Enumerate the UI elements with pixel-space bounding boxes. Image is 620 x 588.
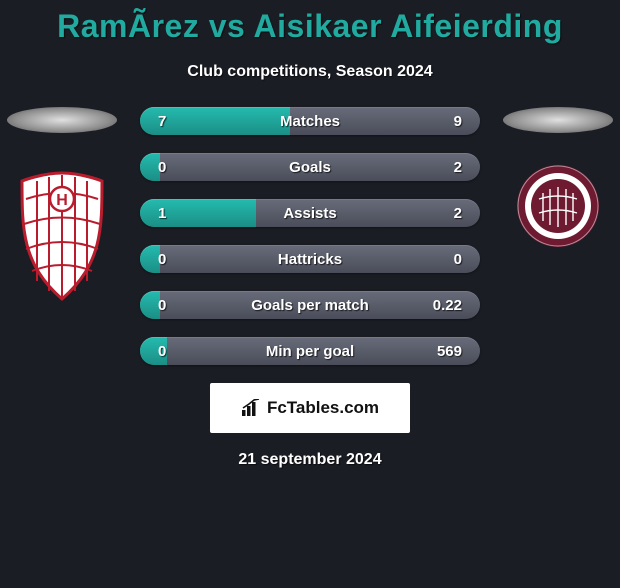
stats-column: 7 Matches 9 0 Goals 2 1 Assists 2 0 Hatt… <box>130 107 490 365</box>
stat-label: Assists <box>140 205 480 222</box>
svg-text:H: H <box>56 192 68 209</box>
stat-label: Goals per match <box>140 297 480 314</box>
stat-right-value: 2 <box>454 205 462 222</box>
stat-row-mpg: 0 Min per goal 569 <box>140 337 480 365</box>
right-team-column <box>500 107 616 254</box>
player-placeholder-right <box>503 107 613 133</box>
left-team-column: H <box>4 107 120 309</box>
stat-row-assists: 1 Assists 2 <box>140 199 480 227</box>
stat-row-hattricks: 0 Hattricks 0 <box>140 245 480 273</box>
footer-date: 21 september 2024 <box>0 451 620 469</box>
stat-label: Matches <box>140 113 480 130</box>
page-subtitle: Club competitions, Season 2024 <box>0 63 620 81</box>
player-placeholder-left <box>7 107 117 133</box>
stat-row-goals: 0 Goals 2 <box>140 153 480 181</box>
left-team-crest: H <box>12 169 112 309</box>
stat-right-value: 0.22 <box>433 297 462 314</box>
page-title: RamÃ­rez vs Aisikaer Aifeierding <box>0 8 620 45</box>
brand-text: FcTables.com <box>267 398 379 418</box>
stat-label: Goals <box>140 159 480 176</box>
comparison-row: H 7 Matches 9 0 Goals 2 1 Assists 2 0 Ha… <box>0 107 620 365</box>
stat-row-gpm: 0 Goals per match 0.22 <box>140 291 480 319</box>
stat-right-value: 2 <box>454 159 462 176</box>
brand-logo-icon <box>241 399 261 417</box>
stat-right-value: 569 <box>437 343 462 360</box>
brand-badge[interactable]: FcTables.com <box>210 383 410 433</box>
stat-right-value: 0 <box>454 251 462 268</box>
stat-label: Hattricks <box>140 251 480 268</box>
stat-label: Min per goal <box>140 343 480 360</box>
right-team-crest <box>515 163 601 254</box>
stat-right-value: 9 <box>454 113 462 130</box>
stat-row-matches: 7 Matches 9 <box>140 107 480 135</box>
